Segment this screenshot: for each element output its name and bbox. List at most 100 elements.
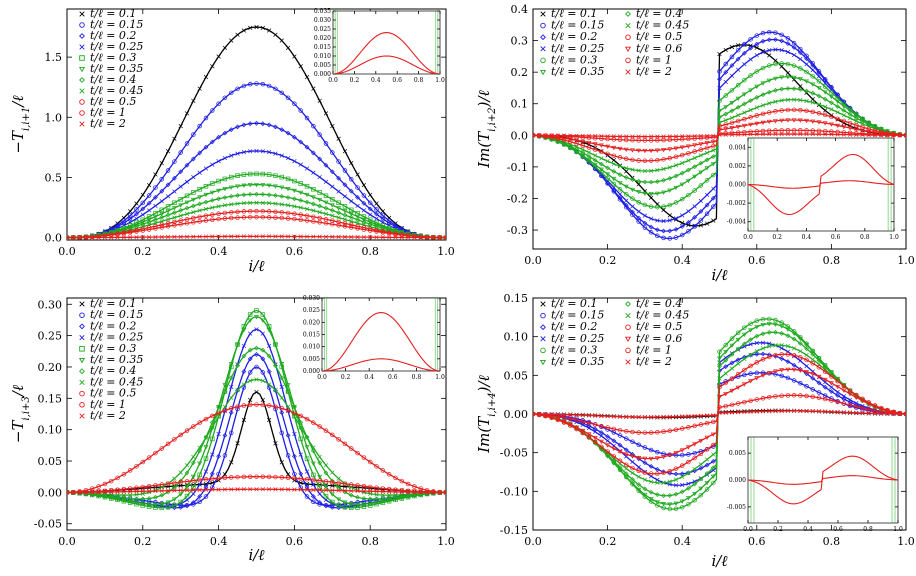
data-point xyxy=(648,168,654,173)
data-point xyxy=(254,364,259,370)
series-line xyxy=(67,193,446,239)
data-point xyxy=(311,219,316,224)
data-point xyxy=(304,445,310,450)
data-point xyxy=(222,475,228,481)
data-point xyxy=(648,430,654,435)
data-point xyxy=(798,131,803,137)
data-point xyxy=(630,196,635,201)
data-point xyxy=(679,224,685,229)
data-point xyxy=(779,118,785,123)
data-point xyxy=(374,235,379,240)
data-point xyxy=(766,78,772,83)
data-point xyxy=(710,474,716,479)
data-point xyxy=(804,346,809,351)
data-point xyxy=(598,430,604,435)
data-point xyxy=(866,401,872,407)
data-point xyxy=(254,214,259,220)
data-point xyxy=(630,157,635,163)
data-point xyxy=(791,336,797,342)
legend-entry: t/ℓ = 0.4 xyxy=(636,297,682,310)
legend-marker xyxy=(78,66,86,73)
data-point xyxy=(791,86,797,91)
data-point xyxy=(791,408,797,414)
series xyxy=(533,131,906,139)
data-point xyxy=(798,393,803,398)
data-point xyxy=(367,221,373,227)
data-point xyxy=(835,393,841,398)
data-point xyxy=(222,216,228,221)
data-point xyxy=(399,489,404,495)
data-point xyxy=(742,116,747,122)
data-point xyxy=(317,454,322,460)
data-point xyxy=(443,235,446,240)
data-point xyxy=(748,88,754,93)
data-point xyxy=(317,156,323,162)
data-point xyxy=(159,199,164,204)
data-point xyxy=(222,45,228,50)
data-point xyxy=(178,197,183,202)
data-point xyxy=(298,476,303,481)
inset-series xyxy=(333,55,440,74)
data-point xyxy=(828,122,834,127)
data-point xyxy=(71,235,76,240)
data-point xyxy=(191,478,196,483)
data-point xyxy=(754,318,760,324)
data-point xyxy=(197,123,202,129)
data-point xyxy=(648,204,654,209)
data-point xyxy=(298,212,303,217)
data-point xyxy=(102,488,108,494)
data-point xyxy=(323,205,329,211)
data-point xyxy=(121,495,127,501)
inset-series-group xyxy=(748,153,894,216)
data-point xyxy=(897,133,902,138)
data-point xyxy=(266,122,272,128)
data-point xyxy=(636,414,641,420)
data-point xyxy=(323,503,329,509)
data-point xyxy=(760,50,766,55)
data-point xyxy=(667,176,673,181)
data-point xyxy=(748,409,753,414)
data-point xyxy=(829,373,834,378)
data-point xyxy=(292,196,297,202)
inset-x-tick-label: 0.4 xyxy=(371,77,381,84)
legend-entry: t/ℓ = 0.25 xyxy=(90,331,143,344)
data-point xyxy=(412,490,417,495)
data-point xyxy=(661,148,667,153)
data-point xyxy=(891,410,897,415)
data-point xyxy=(311,482,316,487)
inset-y-tick-label: 0.015 xyxy=(314,44,331,51)
data-point xyxy=(260,402,266,408)
y-tick-label: 0.25 xyxy=(38,330,63,343)
data-point xyxy=(549,133,554,138)
data-point xyxy=(810,372,816,377)
data-point xyxy=(172,219,177,225)
data-point xyxy=(835,399,840,405)
data-point xyxy=(184,141,190,146)
data-point xyxy=(77,235,82,240)
legend-entry: t/ℓ = 0.1 xyxy=(90,7,136,20)
data-point xyxy=(203,213,209,218)
data-point xyxy=(742,110,747,115)
data-point xyxy=(386,495,392,501)
legend-marker xyxy=(79,390,85,397)
data-point xyxy=(285,210,291,216)
data-point xyxy=(779,343,784,348)
data-point xyxy=(235,86,240,92)
data-point xyxy=(171,484,177,490)
data-point xyxy=(754,53,759,58)
data-point xyxy=(184,485,190,490)
data-point xyxy=(642,138,648,143)
data-point xyxy=(760,132,766,137)
data-point xyxy=(630,167,635,172)
data-point xyxy=(742,356,747,362)
data-point xyxy=(810,100,815,105)
data-point xyxy=(903,411,906,417)
data-point xyxy=(667,502,673,507)
data-point xyxy=(685,445,691,450)
legend-entry: t/ℓ = 0.1 xyxy=(551,7,597,20)
data-point xyxy=(285,176,291,182)
data-point xyxy=(767,101,772,106)
data-point xyxy=(791,40,797,46)
data-point xyxy=(629,454,635,459)
data-point xyxy=(374,489,379,494)
